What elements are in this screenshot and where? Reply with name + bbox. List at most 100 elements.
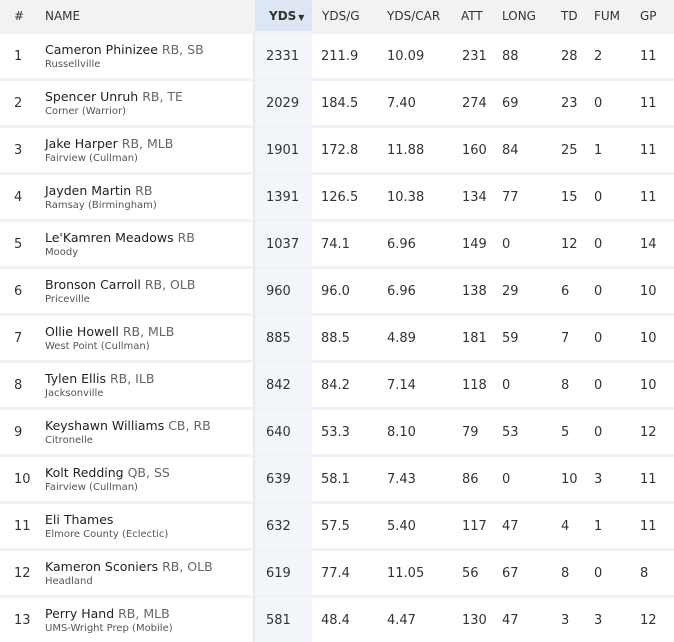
table-row[interactable]: 7 Ollie Howell RB, MLB West Point (Cullman… (0, 313, 674, 360)
table-row[interactable]: 5 Le'Kamren Meadows RB Moody 1037 74.1 6.96 14… (0, 219, 674, 266)
column-header-fum[interactable]: FUM (588, 0, 628, 31)
stat-td-cell: 4 (551, 501, 588, 548)
table-row[interactable]: 4 Jayden Martin RB Ramsay (Birmingham) 1391… (0, 172, 674, 219)
table-row[interactable]: 13 Perry Hand RB, MLB UMS-Wright Prep (Mob… (0, 595, 674, 642)
player-school: Citronelle (45, 434, 93, 446)
player-name-link[interactable]: Spencer Unruh (45, 88, 139, 104)
player-cell[interactable]: Jayden Martin RB Ramsay (Birmingham) (45, 172, 255, 219)
player-position: QB, SS (127, 464, 170, 480)
player-name-link[interactable]: Jake Harper (45, 135, 118, 151)
stat-gp-cell: 10 (628, 266, 674, 313)
column-header-yds-per-game[interactable]: YDS/G (312, 0, 373, 31)
table-row[interactable]: 1 Cameron Phinizee RB, SB Russellville 2331… (0, 31, 674, 78)
table-row[interactable]: 11 Eli Thames Elmore County (Eclectic) 632… (0, 501, 674, 548)
player-cell[interactable]: Le'Kamren Meadows RB Moody (45, 219, 255, 266)
player-name-link[interactable]: Eli Thames (45, 511, 114, 527)
player-school: Elmore County (Eclectic) (45, 528, 169, 540)
player-line: Cameron Phinizee RB, SB (45, 42, 253, 57)
stat-td-cell: 15 (551, 172, 588, 219)
stat-long-cell: 67 (498, 548, 551, 595)
player-name-link[interactable]: Keyshawn Williams (45, 417, 165, 433)
table-row[interactable]: 3 Jake Harper RB, MLB Fairview (Cullman) 19… (0, 125, 674, 172)
stat-fum-cell: 3 (588, 454, 628, 501)
rank-cell: 5 (0, 219, 45, 266)
stat-ydscar-cell: 8.10 (373, 407, 453, 454)
column-header-rank[interactable]: # (0, 0, 45, 31)
column-header-long[interactable]: LONG (498, 0, 551, 31)
player-name-link[interactable]: Le'Kamren Meadows (45, 229, 174, 245)
player-cell[interactable]: Kolt Redding QB, SS Fairview (Cullman) (45, 454, 255, 501)
player-line: Tylen Ellis RB, ILB (45, 371, 253, 386)
player-cell[interactable]: Keyshawn Williams CB, RB Citronelle (45, 407, 255, 454)
stat-ydsg-cell: 84.2 (312, 360, 373, 407)
player-cell[interactable]: Eli Thames Elmore County (Eclectic) (45, 501, 255, 548)
stat-ydsg-cell: 77.4 (312, 548, 373, 595)
stat-ydsg-cell: 211.9 (312, 31, 373, 78)
player-school: Fairview (Cullman) (45, 152, 138, 164)
rank-cell: 10 (0, 454, 45, 501)
player-school: West Point (Cullman) (45, 340, 150, 352)
stat-ydscar-cell: 7.40 (373, 78, 453, 125)
player-cell[interactable]: Bronson Carroll RB, OLB Priceville (45, 266, 255, 313)
stat-att-cell: 130 (453, 595, 498, 642)
player-position: RB (177, 229, 195, 245)
player-school: Corner (Warrior) (45, 105, 127, 117)
column-header-att[interactable]: ATT (453, 0, 498, 31)
player-name-link[interactable]: Kameron Sconiers (45, 558, 159, 574)
column-header-name[interactable]: NAME (45, 0, 255, 31)
rank-cell: 4 (0, 172, 45, 219)
stat-gp-cell: 8 (628, 548, 674, 595)
column-header-yds-per-carry[interactable]: YDS/CAR (373, 0, 453, 31)
stat-td-cell: 8 (551, 548, 588, 595)
player-cell[interactable]: Jake Harper RB, MLB Fairview (Cullman) (45, 125, 255, 172)
player-cell[interactable]: Tylen Ellis RB, ILB Jacksonville (45, 360, 255, 407)
player-school: Jacksonville (45, 387, 104, 399)
stat-ydscar-cell: 5.40 (373, 501, 453, 548)
player-cell[interactable]: Perry Hand RB, MLB UMS-Wright Prep (Mobil… (45, 595, 255, 642)
column-header-yds[interactable]: YDS ▼ (255, 0, 312, 31)
rank-cell: 9 (0, 407, 45, 454)
stat-fum-cell: 0 (588, 313, 628, 360)
table-row[interactable]: 10 Kolt Redding QB, SS Fairview (Cullman) 6… (0, 454, 674, 501)
stat-gp-cell: 11 (628, 172, 674, 219)
stat-fum-cell: 0 (588, 172, 628, 219)
stat-ydsg-cell: 74.1 (312, 219, 373, 266)
table-row[interactable]: 12 Kameron Sconiers RB, OLB Headland 619 77.… (0, 548, 674, 595)
player-cell[interactable]: Kameron Sconiers RB, OLB Headland (45, 548, 255, 595)
stat-yds-cell: 1037 (255, 219, 312, 266)
player-name-link[interactable]: Bronson Carroll (45, 276, 141, 292)
player-school: Moody (45, 246, 79, 258)
stat-ydsg-cell: 88.5 (312, 313, 373, 360)
rank-cell: 13 (0, 595, 45, 642)
rank-cell: 3 (0, 125, 45, 172)
table-row[interactable]: 9 Keyshawn Williams CB, RB Citronelle 640 53… (0, 407, 674, 454)
table-row[interactable]: 6 Bronson Carroll RB, OLB Priceville 960 96.… (0, 266, 674, 313)
player-name-link[interactable]: Tylen Ellis (45, 370, 106, 386)
table-row[interactable]: 2 Spencer Unruh RB, TE Corner (Warrior) 202… (0, 78, 674, 125)
player-cell[interactable]: Ollie Howell RB, MLB West Point (Cullman) (45, 313, 255, 360)
player-school: Russellville (45, 58, 101, 70)
player-name-link[interactable]: Perry Hand (45, 605, 115, 621)
player-name-link[interactable]: Cameron Phinizee (45, 41, 158, 57)
column-header-td[interactable]: TD (551, 0, 588, 31)
stat-td-cell: 6 (551, 266, 588, 313)
player-line: Perry Hand RB, MLB (45, 606, 253, 621)
stat-td-cell: 12 (551, 219, 588, 266)
player-name-link[interactable]: Ollie Howell (45, 323, 119, 339)
stat-att-cell: 117 (453, 501, 498, 548)
column-header-gp[interactable]: GP (628, 0, 674, 31)
player-name-link[interactable]: Kolt Redding (45, 464, 124, 480)
stat-ydsg-cell: 57.5 (312, 501, 373, 548)
table-row[interactable]: 8 Tylen Ellis RB, ILB Jacksonville 842 84.2 7… (0, 360, 674, 407)
player-line: Le'Kamren Meadows RB (45, 230, 253, 245)
stat-gp-cell: 10 (628, 313, 674, 360)
player-cell[interactable]: Cameron Phinizee RB, SB Russellville (45, 31, 255, 78)
table-header-row: # NAME YDS ▼ YDS/G YDS/CAR ATT LONG TD FU… (0, 0, 674, 31)
player-cell[interactable]: Spencer Unruh RB, TE Corner (Warrior) (45, 78, 255, 125)
stat-gp-cell: 11 (628, 125, 674, 172)
stat-ydsg-cell: 126.5 (312, 172, 373, 219)
stat-long-cell: 77 (498, 172, 551, 219)
player-name-link[interactable]: Jayden Martin (45, 182, 132, 198)
stat-fum-cell: 2 (588, 31, 628, 78)
stat-fum-cell: 1 (588, 501, 628, 548)
